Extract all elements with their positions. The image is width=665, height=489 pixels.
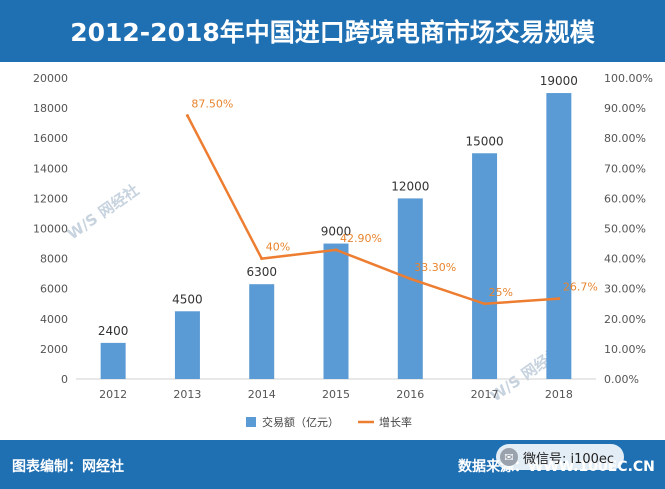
bar [249, 284, 275, 379]
bar [546, 93, 572, 380]
legend-bar-swatch [246, 417, 256, 427]
y-right-tick-label: 60.00% [604, 192, 646, 205]
growth-rate-label: 26.7% [563, 281, 598, 294]
growth-rate-label: 42.90% [340, 232, 382, 245]
bar-value-label: 2400 [98, 324, 129, 338]
y-right-tick-label: 10.00% [604, 343, 646, 356]
growth-rate-point [260, 257, 264, 261]
y-left-tick-label: 20000 [33, 72, 68, 85]
y-left-tick-label: 0 [61, 373, 68, 386]
bar-value-label: 9000 [321, 225, 352, 239]
x-tick-label: 2015 [322, 388, 350, 401]
y-right-tick-label: 30.00% [604, 283, 646, 296]
bar [323, 243, 349, 379]
growth-rate-point [483, 302, 487, 306]
y-left-tick-label: 10000 [33, 223, 68, 236]
y-left-tick-label: 12000 [33, 192, 68, 205]
bar-value-label: 15000 [465, 134, 503, 148]
y-right-tick-label: 100.00% [604, 72, 653, 85]
y-right-tick-label: 70.00% [604, 162, 646, 175]
x-tick-label: 2016 [396, 388, 424, 401]
y-left-tick-label: 2000 [40, 343, 68, 356]
growth-rate-line [186, 115, 559, 306]
bar-value-label: 19000 [540, 74, 578, 88]
growth-rate-point [334, 248, 338, 252]
growth-rate-label: 33.30% [414, 261, 456, 274]
y-left-tick-label: 14000 [33, 162, 68, 175]
bar [397, 198, 423, 379]
legend-bar-label: 交易额（亿元） [262, 415, 339, 429]
x-tick-label: 2017 [471, 388, 499, 401]
growth-rate-point [408, 277, 412, 281]
x-tick-label: 2013 [173, 388, 201, 401]
growth-rate-point [557, 297, 561, 301]
wechat-badge: ✉ 微信号: i100ec [496, 444, 625, 470]
wechat-id: 微信号: i100ec [523, 451, 615, 467]
y-right-tick-label: 20.00% [604, 313, 646, 326]
y-right-tick-label: 90.00% [604, 102, 646, 115]
growth-rate-point [185, 114, 189, 118]
bar-value-label: 4500 [172, 292, 203, 306]
y-left-tick-label: 6000 [40, 283, 68, 296]
growth-rate-label: 87.50% [191, 98, 233, 111]
y-right-tick-label: 80.00% [604, 132, 646, 145]
y-left-tick-label: 4000 [40, 313, 68, 326]
bar [174, 311, 200, 379]
x-tick-label: 2012 [99, 388, 127, 401]
y-right-tick-label: 50.00% [604, 223, 646, 236]
bar-value-label: 12000 [391, 179, 429, 193]
x-tick-label: 2014 [248, 388, 276, 401]
bar [472, 153, 498, 379]
growth-rate-label: 40% [266, 241, 290, 254]
footer-credit: 图表编制：网经社 [12, 459, 124, 475]
y-left-tick-label: 18000 [33, 102, 68, 115]
wechat-icon: ✉ [500, 448, 518, 466]
bar [100, 342, 126, 379]
growth-rate-label: 25% [489, 286, 513, 299]
y-left-tick-label: 16000 [33, 132, 68, 145]
x-tick-label: 2018 [545, 388, 573, 401]
y-left-tick-label: 8000 [40, 253, 68, 266]
title-bar: 2012-2018年中国进口跨境电商市场交易规模 [0, 0, 665, 62]
legend-line-label: 增长率 [379, 415, 412, 429]
y-right-tick-label: 0.00% [604, 373, 639, 386]
y-right-tick-label: 40.00% [604, 253, 646, 266]
watermark-text: W/S 网经社 [64, 181, 142, 243]
bar-value-label: 6300 [246, 265, 277, 279]
chart-title: 2012-2018年中国进口跨境电商市场交易规模 [70, 18, 595, 47]
